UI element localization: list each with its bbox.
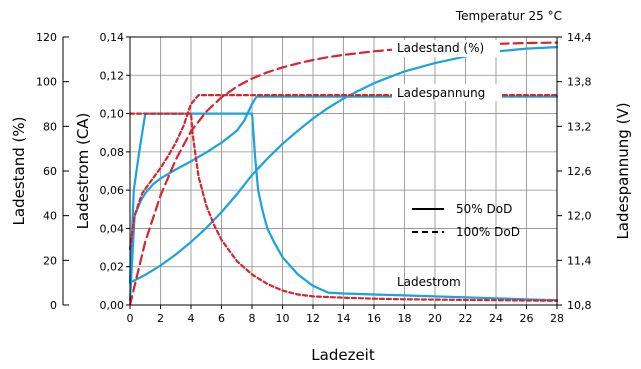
voltage-tick-label: 13,8 [567,76,592,89]
plot-frame [129,36,558,306]
soc-tick-label: 80 [43,120,57,133]
x-tick-label: 8 [249,312,256,325]
current-tick-label: 0,02 [100,261,125,274]
grid [130,37,557,305]
soc-tick-label: 60 [43,165,57,178]
x-tick-label: 16 [367,312,381,325]
current-tick-label: 0,12 [100,69,125,82]
x-tick-label: 28 [550,312,564,325]
label-soc-background [392,40,500,57]
x-tick-label: 14 [337,312,351,325]
x-axis: 0 2 4 6 8 10 12 14 16 18 20 22 24 26 28 [127,305,564,325]
x-tick-label: 2 [157,312,164,325]
legend: 50% DoD 100% DoD [412,202,520,239]
series-100-dod-current [128,112,559,302]
voltage-tick-label: 10,8 [567,299,592,312]
voltage-tick-label: 11,4 [567,254,592,267]
x-tick-label: 12 [306,312,320,325]
soc-tick-label: 120 [36,31,57,44]
voltage-tick-label: 14,4 [567,31,592,44]
current-axis-title: Ladestrom (CA) [74,113,92,230]
voltage-tick-label: 13,2 [567,120,592,133]
legend-label-100-dod: 100% DoD [456,225,520,239]
curve-label-voltage: Ladespannung [397,86,485,100]
legend-label-50-dod: 50% DoD [456,202,512,216]
current-tick-label: 0,10 [100,108,125,121]
x-tick-label: 26 [520,312,534,325]
curve-label-current: Ladestrom [397,275,461,289]
x-tick-label: 0 [127,312,134,325]
x-tick-label: 20 [428,312,442,325]
x-tick-label: 10 [276,312,290,325]
current-tick-label: 0,08 [100,146,125,159]
voltage-axis: 10,8 11,4 12,0 12,6 13,2 13,8 14,4 [557,31,592,312]
voltage-tick-label: 12,0 [567,210,592,223]
series-50-dod-voltage [128,95,559,302]
series-50-dod-soc [128,45,559,284]
x-axis-title: Ladezeit [311,346,375,364]
current-tick-label: 0,06 [100,184,125,197]
x-tick-label: 24 [489,312,503,325]
soc-axis-title: Ladestand (%) [10,117,28,226]
soc-tick-label: 100 [36,76,57,89]
x-tick-label: 6 [218,312,225,325]
soc-tick-label: 20 [43,254,57,267]
curve-label-soc: Ladestand (%) [397,41,484,55]
chart-annotation-temperature: Temperatur 25 °C [455,9,562,23]
x-tick-label: 4 [188,312,195,325]
soc-axis: 0 20 40 60 80 100 120 [36,31,69,312]
soc-tick-label: 0 [50,299,57,312]
current-axis: 0,00 0,02 0,04 0,06 0,08 0,10 0,12 0,14 [100,31,130,312]
current-tick-label: 0,00 [100,299,125,312]
soc-tick-label: 40 [43,210,57,223]
series-layer [128,41,559,307]
voltage-axis-title: Ladespannung (V) [614,102,632,239]
x-tick-label: 22 [459,312,473,325]
current-tick-label: 0,04 [100,222,125,235]
voltage-tick-label: 12,6 [567,165,592,178]
x-tick-label: 18 [398,312,412,325]
current-tick-label: 0,14 [100,31,125,44]
series-100-dod-voltage [128,93,559,251]
label-voltage-background [392,84,502,101]
